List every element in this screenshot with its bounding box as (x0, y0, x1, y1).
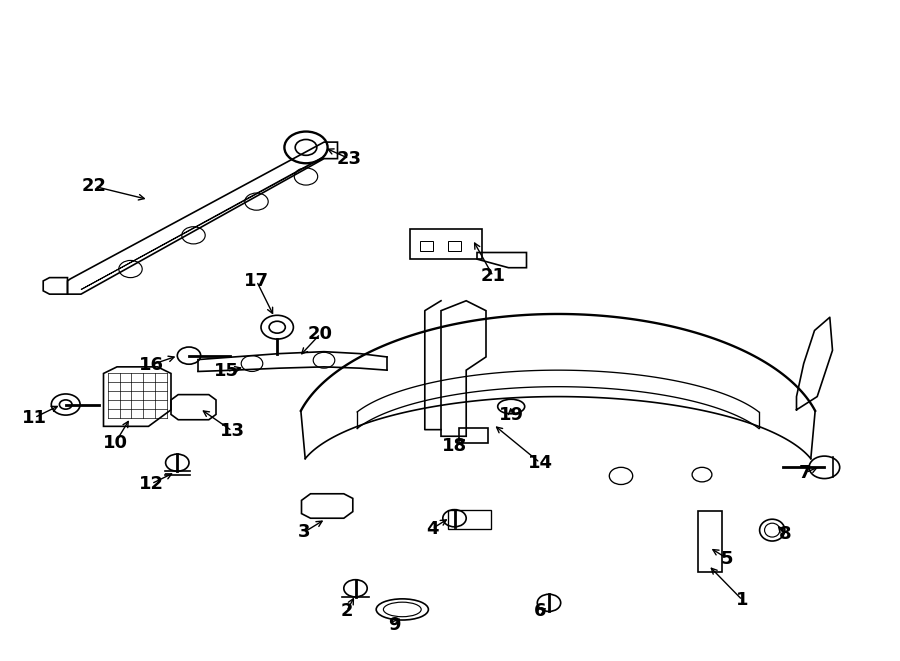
Text: 13: 13 (220, 422, 245, 440)
Bar (420, 241, 433, 251)
Text: 20: 20 (308, 325, 333, 343)
Text: 6: 6 (534, 602, 546, 621)
Text: 5: 5 (721, 549, 734, 568)
Bar (459, 428, 488, 443)
Text: 3: 3 (298, 523, 310, 541)
Text: 12: 12 (139, 475, 164, 493)
Bar (448, 510, 491, 529)
Text: 22: 22 (82, 177, 107, 196)
Text: 4: 4 (426, 520, 438, 538)
Text: 19: 19 (499, 406, 524, 424)
Text: 2: 2 (340, 602, 353, 621)
Bar (698, 511, 722, 572)
Text: 15: 15 (214, 362, 239, 381)
Text: 10: 10 (103, 434, 128, 452)
Text: 14: 14 (527, 453, 553, 472)
Text: 1: 1 (736, 591, 749, 609)
Text: 11: 11 (22, 408, 47, 427)
Text: 8: 8 (778, 525, 791, 543)
Text: 21: 21 (481, 267, 506, 286)
Text: 17: 17 (244, 272, 269, 290)
Bar (410, 229, 482, 259)
Text: 18: 18 (442, 437, 467, 455)
Text: 7: 7 (799, 463, 812, 482)
Text: 16: 16 (139, 356, 164, 374)
Text: 23: 23 (337, 149, 362, 168)
Bar (448, 241, 461, 251)
Text: 9: 9 (388, 615, 400, 634)
